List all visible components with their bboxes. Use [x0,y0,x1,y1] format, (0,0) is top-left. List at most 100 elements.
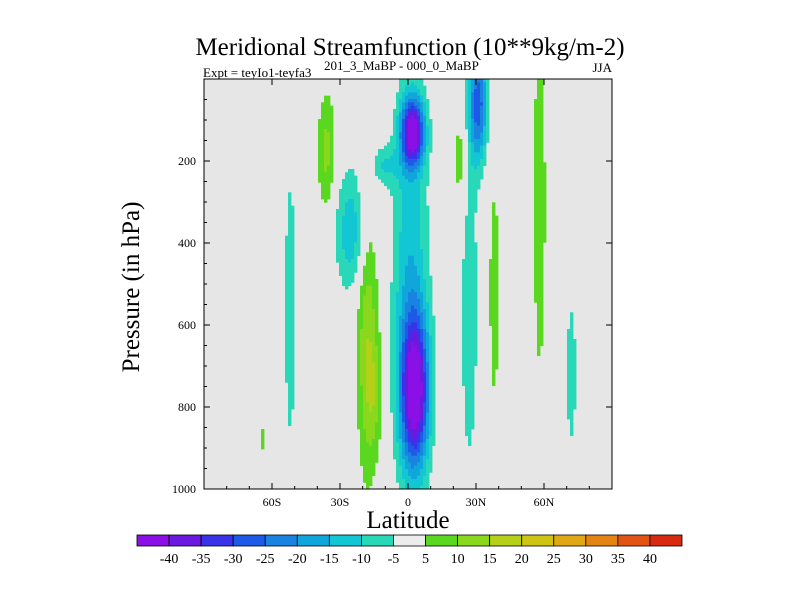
contour-cell [474,149,478,153]
contour-cell [411,305,415,310]
contour-cell [411,292,415,297]
contour-cell [492,295,496,300]
contour-cell [291,315,295,320]
contour-cell [570,369,574,373]
contour-cell [543,215,547,220]
contour-cell [378,155,382,160]
contour-cell [471,125,475,130]
contour-cell [426,279,430,283]
contour-cell [291,245,295,250]
contour-cell [399,462,403,467]
contour-cell [462,352,466,357]
contour-cell [420,209,424,213]
contour-cell [540,82,544,87]
contour-cell [495,362,499,367]
contour-cell [537,259,541,263]
contour-cell [492,372,496,377]
contour-cell [480,125,484,130]
contour-cell [414,102,418,107]
contour-cell [327,155,331,160]
contour-cell [414,202,418,207]
contour-cell [426,455,430,460]
contour-cell [369,399,373,403]
contour-cell [363,315,367,320]
contour-cell [390,362,394,367]
contour-cell [480,145,484,150]
contour-cell [354,209,358,213]
contour-cell [396,105,400,110]
contour-cell [285,345,289,350]
contour-cell [471,379,475,383]
contour-cell [489,312,493,317]
contour-cell [369,415,373,420]
contour-cell [417,355,421,360]
contour-cell [291,369,295,373]
contour-cell [417,249,421,253]
contour-cell [393,455,397,460]
contour-cell [411,99,415,103]
contour-cell [462,349,466,353]
contour-cell [348,262,352,267]
contour-cell [417,232,421,237]
contour-cell [396,315,400,320]
contour-cell [540,292,544,297]
contour-cell [399,482,403,487]
contour-cell [411,112,415,117]
contour-cell [414,165,418,170]
contour-cell [336,229,340,233]
contour-cell [420,159,424,163]
contour-cell [408,155,412,160]
contour-cell [429,329,433,333]
contour-cell [432,362,436,367]
contour-cell [411,79,415,83]
contour-cell [405,112,409,117]
contour-cell [408,352,412,357]
contour-cell [390,135,394,140]
contour-cell [414,162,418,167]
contour-cell [423,445,427,450]
contour-cell [411,142,415,147]
contour-cell [399,355,403,360]
contour-cell [366,465,370,470]
x-tick-label: 60N [534,495,555,509]
contour-cell [396,292,400,297]
contour-cell [393,175,397,180]
contour-cell [345,172,349,177]
contour-cell [378,432,382,437]
contour-cell [462,309,466,313]
contour-cell [390,395,394,400]
contour-cell [357,215,361,220]
contour-cell [471,395,475,400]
contour-cell [348,205,352,210]
contour-cell [405,255,409,260]
contour-cell [417,202,421,207]
contour-cell [474,352,478,357]
contour-cell [342,245,346,250]
contour-cell [414,472,418,477]
contour-cell [357,385,361,390]
contour-cell [477,142,481,147]
contour-cell [393,275,397,280]
contour-cell [423,122,427,127]
contour-cell [369,422,373,427]
contour-cell [471,409,475,413]
contour-cell [567,409,571,413]
contour-cell [405,315,409,320]
contour-cell [285,259,289,263]
contour-cell [357,365,361,370]
contour-cell [369,412,373,417]
contour-cell [411,415,415,420]
contour-cell [423,135,427,140]
contour-cell [291,402,295,407]
contour-cell [339,199,343,203]
contour-cell [288,209,292,213]
contour-cell [351,259,355,263]
contour-cell [468,252,472,257]
contour-cell [468,269,472,273]
contour-cell [423,469,427,473]
contour-cell [393,182,397,187]
contour-cell [354,179,358,183]
contour-cell [417,402,421,407]
contour-cell [423,229,427,233]
contour-cell [540,79,544,83]
